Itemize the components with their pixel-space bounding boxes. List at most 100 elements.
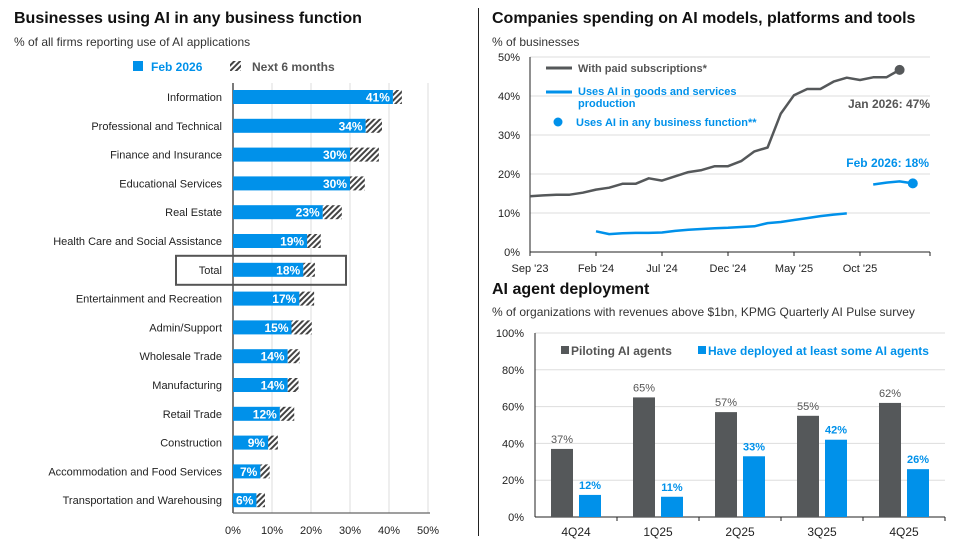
bar-value-label: 18% bbox=[276, 263, 300, 277]
bar-feb-2026 bbox=[233, 147, 350, 162]
x-tick-label: Sep '23 bbox=[512, 263, 549, 275]
category-label: Total bbox=[199, 265, 222, 277]
bar-piloting bbox=[551, 448, 573, 517]
y-tick-label: 30% bbox=[498, 130, 520, 142]
paid-subscriptions-end-marker bbox=[894, 64, 905, 75]
bar-next-6-months bbox=[322, 205, 342, 220]
bar-feb-2026 bbox=[233, 406, 280, 421]
y-tick-label: 10% bbox=[498, 208, 520, 220]
bar-value-label: 14% bbox=[261, 350, 285, 364]
y-tick-label: 50% bbox=[498, 52, 520, 64]
legend-marker-any-business-function bbox=[553, 117, 563, 127]
bar-label-piloting: 57% bbox=[715, 397, 737, 409]
category-label: Construction bbox=[160, 438, 222, 450]
legend-label-paid-subscriptions: With paid subscriptions* bbox=[578, 63, 708, 75]
total-highlight-box bbox=[175, 254, 347, 286]
x-tick-label: 30% bbox=[339, 525, 361, 537]
bar-next-6-months bbox=[350, 176, 365, 191]
x-tick-label: Jul '24 bbox=[646, 263, 677, 275]
bar-next-6-months bbox=[307, 234, 321, 248]
bar-feb-2026 bbox=[233, 205, 323, 220]
bar-next-6-months bbox=[287, 378, 299, 392]
any-business-function-end-marker bbox=[907, 178, 918, 189]
y-tick-label: 20% bbox=[498, 169, 520, 181]
x-tick-label: 50% bbox=[417, 525, 439, 537]
bar-piloting bbox=[633, 397, 655, 517]
category-label: Entertainment and Recreation bbox=[76, 294, 222, 306]
bar-deployed bbox=[825, 439, 847, 517]
bar-deployed bbox=[661, 496, 683, 517]
bar-value-label: 34% bbox=[339, 119, 363, 133]
bar-next-6-months bbox=[256, 493, 265, 508]
bar-next-6-months bbox=[392, 90, 402, 104]
bar-next-6-months bbox=[291, 320, 312, 335]
bar-deployed bbox=[907, 469, 929, 517]
y-tick-label: 20% bbox=[502, 475, 524, 487]
legend-label-next-6-months: Next 6 months bbox=[252, 60, 335, 74]
category-label: Real Estate bbox=[165, 207, 222, 219]
bar-next-6-months bbox=[279, 406, 295, 421]
bottom-right-chart-title: AI agent deployment bbox=[492, 281, 650, 298]
category-label: Information bbox=[167, 92, 222, 104]
x-tick-label: Dec '24 bbox=[710, 263, 747, 275]
bar-value-label: 30% bbox=[323, 177, 347, 191]
bar-feb-2026 bbox=[233, 291, 300, 306]
category-label: Accommodation and Food Services bbox=[48, 466, 222, 478]
category-label: Retail Trade bbox=[163, 409, 222, 421]
legend-label-any-business-function: Uses AI in any business function** bbox=[576, 117, 757, 129]
x-tick-label: 3Q25 bbox=[807, 525, 837, 539]
bottom-right-chart-subtitle: % of organizations with revenues above $… bbox=[492, 305, 915, 319]
bar-next-6-months bbox=[365, 118, 382, 133]
x-tick-label: May '25 bbox=[775, 263, 813, 275]
bar-label-deployed: 33% bbox=[743, 441, 765, 453]
series-line-0 bbox=[529, 68, 901, 198]
bar-deployed bbox=[743, 456, 765, 517]
bar-label-piloting: 55% bbox=[797, 401, 819, 413]
y-tick-label: 80% bbox=[502, 365, 524, 377]
bar-feb-2026 bbox=[233, 234, 308, 248]
left-chart-subtitle: % of all firms reporting use of AI appli… bbox=[14, 35, 251, 49]
bar-piloting bbox=[797, 415, 819, 517]
bar-value-label: 6% bbox=[236, 494, 254, 508]
bar-next-6-months bbox=[350, 147, 379, 162]
x-tick-label: 4Q24 bbox=[561, 525, 591, 539]
x-tick-label: 40% bbox=[378, 525, 400, 537]
bar-label-piloting: 37% bbox=[551, 434, 573, 446]
bar-next-6-months bbox=[299, 291, 315, 306]
y-tick-label: 40% bbox=[502, 438, 524, 450]
bar-feb-2026 bbox=[233, 378, 288, 392]
bar-feb-2026 bbox=[233, 90, 393, 104]
x-tick-label: 4Q25 bbox=[889, 525, 919, 539]
bar-value-label: 19% bbox=[280, 235, 304, 249]
category-label: Manufacturing bbox=[152, 380, 222, 392]
legend-label-piloting: Piloting AI agents bbox=[571, 344, 672, 358]
x-tick-label: Feb '24 bbox=[578, 263, 614, 275]
bar-label-deployed: 11% bbox=[661, 482, 683, 494]
bar-next-6-months bbox=[268, 435, 278, 450]
bar-value-label: 12% bbox=[253, 407, 277, 421]
y-tick-label: 100% bbox=[496, 328, 524, 340]
series-line-2 bbox=[873, 180, 913, 186]
legend-swatch-next-6-months bbox=[230, 61, 241, 71]
bar-piloting bbox=[715, 412, 737, 517]
bar-feb-2026 bbox=[233, 464, 261, 479]
bar-piloting bbox=[879, 402, 901, 517]
top-right-chart-title: Companies spending on AI models, platfor… bbox=[492, 10, 916, 27]
y-tick-label: 40% bbox=[498, 91, 520, 103]
y-tick-label: 60% bbox=[502, 402, 524, 414]
annotation-feb-2026: Feb 2026: 18% bbox=[846, 156, 929, 170]
bar-label-deployed: 12% bbox=[579, 480, 601, 492]
bar-deployed bbox=[579, 494, 601, 517]
bar-value-label: 17% bbox=[272, 292, 296, 306]
top-right-chart-ylabel: % of businesses bbox=[492, 35, 580, 49]
legend-label-feb-2026: Feb 2026 bbox=[151, 60, 203, 74]
category-label: Finance and Insurance bbox=[110, 150, 222, 162]
bar-value-label: 30% bbox=[323, 148, 347, 162]
bar-next-6-months bbox=[260, 464, 270, 479]
bar-feb-2026 bbox=[233, 435, 269, 450]
bar-feb-2026 bbox=[233, 349, 288, 364]
bar-feb-2026 bbox=[233, 320, 292, 335]
bar-feb-2026 bbox=[233, 493, 257, 508]
x-tick-label: 0% bbox=[225, 525, 241, 537]
bar-label-piloting: 62% bbox=[879, 388, 901, 400]
